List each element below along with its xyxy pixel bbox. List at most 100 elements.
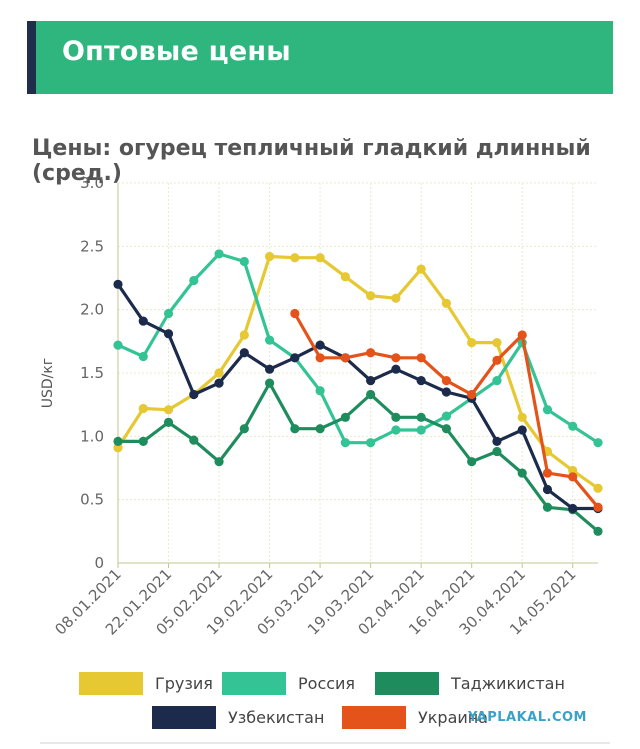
data-point: [340, 412, 350, 422]
data-point: [138, 436, 148, 446]
data-point: [113, 279, 123, 289]
data-point: [467, 338, 477, 348]
data-point: [542, 484, 553, 495]
data-point: [416, 412, 426, 422]
series-line: [118, 381, 600, 533]
data-point: [441, 387, 452, 397]
data-point: [492, 376, 502, 386]
data-point: [239, 256, 249, 267]
data-point: [113, 436, 123, 446]
data-point: [239, 424, 249, 434]
data-point: [290, 308, 300, 319]
series-line: [116, 283, 598, 511]
data-point: [416, 353, 426, 363]
data-point: [239, 348, 249, 358]
data-point: [542, 502, 553, 512]
data-point: [568, 472, 578, 482]
data-point: [467, 457, 477, 467]
data-point: [239, 330, 249, 340]
watermark: YAPLAKAL.COM: [468, 710, 587, 725]
series-2: [113, 378, 603, 536]
data-point: [264, 364, 275, 374]
series-3: [113, 279, 603, 514]
data-point: [366, 438, 376, 448]
data-point: [391, 353, 401, 363]
y-tick-label: 0: [94, 554, 104, 572]
y-axis-label: USD/кг: [40, 358, 56, 408]
data-point: [290, 253, 300, 263]
data-point: [214, 368, 224, 378]
data-point: [163, 329, 174, 339]
data-point: [189, 389, 199, 400]
data-point: [517, 330, 527, 340]
data-point: [138, 403, 148, 414]
data-point: [391, 364, 401, 374]
data-point: [542, 468, 553, 478]
data-point: [542, 405, 553, 415]
y-tick-label: 3.0: [80, 174, 104, 192]
data-point: [214, 249, 224, 259]
data-point: [315, 424, 325, 434]
series-line: [117, 252, 599, 445]
y-tick-label: 1.0: [80, 427, 104, 445]
data-point: [517, 468, 527, 478]
data-point: [492, 338, 502, 348]
data-point: [441, 411, 452, 421]
data-point: [441, 298, 452, 308]
data-point: [568, 421, 578, 431]
data-point: [264, 378, 275, 388]
data-point: [492, 436, 502, 446]
data-point: [517, 425, 527, 435]
data-point: [568, 465, 578, 476]
data-point: [366, 348, 376, 358]
data-point: [113, 443, 123, 453]
data-point: [189, 275, 199, 286]
data-point: [366, 389, 376, 400]
data-point: [416, 264, 426, 274]
data-point: [391, 412, 401, 422]
data-point: [492, 355, 502, 365]
data-point: [315, 340, 325, 350]
data-point: [264, 251, 275, 262]
data-point: [593, 483, 603, 493]
series-line: [116, 254, 599, 490]
header-banner: [27, 21, 613, 94]
series-line: [293, 312, 600, 509]
data-point: [264, 335, 275, 345]
data-point: [315, 253, 325, 263]
data-point: [366, 376, 376, 386]
chart-title: Цены: огурец тепличный гладкий длинный (…: [32, 136, 591, 186]
data-point: [315, 386, 325, 396]
series-4: [290, 308, 603, 512]
header-accent-bar: [27, 21, 36, 94]
data-point: [189, 435, 199, 445]
data-point: [315, 353, 325, 363]
data-point: [593, 438, 603, 448]
series-1: [113, 249, 603, 448]
y-tick-label: 2.0: [80, 301, 104, 319]
y-tick-label: 0.5: [80, 491, 104, 509]
data-point: [340, 438, 350, 448]
data-point: [441, 376, 452, 386]
data-point: [138, 351, 148, 362]
data-point: [568, 503, 578, 514]
data-point: [340, 272, 350, 282]
data-point: [416, 376, 426, 386]
data-point: [163, 308, 174, 319]
data-point: [467, 389, 477, 400]
data-point: [340, 353, 350, 363]
data-point: [593, 502, 603, 512]
footer-divider: [40, 742, 610, 744]
data-point: [517, 412, 527, 422]
data-point: [214, 457, 224, 467]
data-point: [391, 425, 401, 435]
data-point: [492, 446, 502, 457]
page-title: Оптовые цены: [62, 36, 291, 67]
data-point: [290, 424, 300, 434]
data-point: [163, 405, 174, 415]
data-point: [290, 353, 300, 363]
data-point: [366, 291, 376, 301]
data-point: [138, 316, 148, 326]
data-point: [113, 340, 123, 350]
